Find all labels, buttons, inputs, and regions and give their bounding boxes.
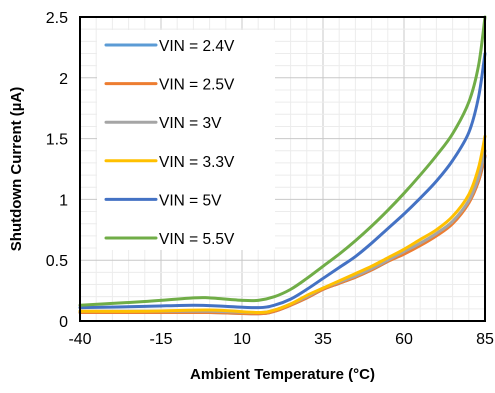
tick-labels: -40 -15 10 35 60 85 0 0.5 1 1.5 2 2.5 — [46, 10, 494, 348]
y-tick-label: 1.5 — [46, 132, 68, 149]
y-axis-title: Shutdown Current (µA) — [8, 87, 25, 251]
legend-label: VIN = 5V — [159, 192, 222, 209]
legend-label: VIN = 2.4V — [159, 38, 235, 55]
x-tick-label: 10 — [233, 331, 251, 348]
series-line-vin-3-3v — [78, 134, 487, 314]
x-tick-label: 35 — [314, 331, 332, 348]
legend-label: VIN = 5.5V — [159, 231, 235, 248]
series-lines — [78, 15, 487, 316]
series-line-vin-5-5v — [78, 15, 487, 307]
legend: VIN = 2.4V VIN = 2.5V VIN = 3V VIN = 3.3V VI… — [97, 30, 275, 250]
legend-label: VIN = 3.3V — [159, 154, 235, 171]
y-tick-label: 1 — [59, 192, 68, 209]
legend-background — [97, 30, 275, 250]
x-tick-label: -40 — [68, 331, 91, 348]
plot-area-border — [79, 16, 486, 322]
legend-label: VIN = 3V — [159, 115, 222, 132]
x-tick-label: -15 — [149, 331, 172, 348]
series-line-vin-5v — [78, 51, 487, 310]
x-tick-label: 60 — [395, 331, 413, 348]
y-tick-label: 0 — [59, 314, 68, 331]
y-tick-label: 0.5 — [46, 253, 68, 270]
y-tick-label: 2.5 — [46, 10, 68, 27]
x-axis-title: Ambient Temperature (°C) — [190, 366, 375, 383]
x-tick-label: 85 — [476, 331, 494, 348]
legend-label: VIN = 2.5V — [159, 77, 235, 94]
y-tick-label: 2 — [59, 71, 68, 88]
